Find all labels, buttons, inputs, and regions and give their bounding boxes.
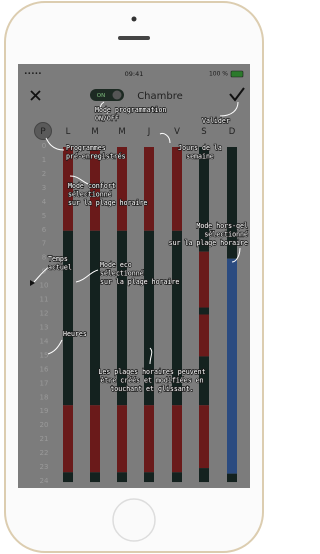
- hour-label: 0: [42, 142, 46, 150]
- annotation: touchant et glissant.: [110, 385, 193, 393]
- day-label: L: [66, 127, 71, 137]
- hour-label: 2: [42, 170, 46, 178]
- annotation: Jours de la: [178, 144, 222, 152]
- hour-label: 20: [40, 421, 49, 429]
- time-slot: [199, 252, 209, 308]
- annotation: Mode programmation: [95, 106, 166, 114]
- hour-label: 19: [40, 407, 49, 415]
- phone-mockup: ••••• 09:41 100 % ON Chambre P 012345678…: [0, 0, 268, 554]
- toggle-label: ON: [97, 93, 105, 99]
- time-slot: [90, 405, 100, 472]
- hour-label: 24: [40, 477, 49, 485]
- hour-label: 6: [42, 226, 47, 234]
- time-slot: [227, 259, 237, 474]
- hour-label: 13: [40, 323, 49, 331]
- day-label: V: [174, 127, 180, 137]
- day-label: D: [229, 127, 236, 137]
- hour-label: 17: [40, 379, 49, 387]
- annotation: Temps: [48, 255, 68, 263]
- time-slot: [90, 472, 100, 482]
- time-slot: [172, 472, 182, 482]
- hour-label: 21: [40, 435, 49, 443]
- time-slot: [199, 308, 209, 315]
- annotation: sélectionné: [204, 231, 248, 239]
- annotation: Heures: [63, 330, 87, 338]
- time-slot: [90, 231, 100, 406]
- hour-label: 4: [42, 198, 47, 206]
- annotation: pré-enregistrés: [66, 153, 126, 161]
- hour-label: 15: [40, 351, 49, 359]
- annotation: être créés et modifiées en: [100, 377, 203, 385]
- clock: 09:41: [125, 70, 144, 78]
- hour-label: 18: [40, 393, 49, 401]
- battery-level: 100 %: [209, 71, 228, 78]
- time-slot: [172, 147, 182, 231]
- annotation: Mode confort: [68, 182, 116, 190]
- hour-label: 11: [40, 296, 49, 304]
- annotation: sur la plage horaire: [68, 199, 147, 207]
- annotation: sélectionné: [68, 191, 112, 199]
- hour-label: 16: [40, 365, 49, 373]
- annotation: Mode eco: [100, 261, 132, 269]
- time-slot: [199, 405, 209, 468]
- toggle-knob: [113, 91, 122, 100]
- time-slot: [144, 147, 154, 231]
- time-slot: [144, 405, 154, 472]
- program-label: P: [40, 127, 46, 137]
- annotation: semaine: [186, 153, 214, 161]
- hour-label: 5: [42, 212, 46, 220]
- hour-label: 14: [40, 337, 49, 345]
- annotation: sélectionné: [100, 270, 144, 278]
- annotation: Valider: [202, 117, 230, 125]
- annotation: Programmes: [66, 144, 106, 152]
- hour-label: 12: [40, 310, 49, 318]
- hour-label: 1: [42, 156, 46, 164]
- hour-label: 22: [40, 449, 49, 457]
- time-slot: [172, 405, 182, 472]
- time-slot: [199, 315, 209, 357]
- hour-label: 10: [40, 282, 49, 290]
- hour-label: 7: [42, 240, 46, 248]
- day-label: J: [147, 127, 151, 137]
- hour-label: 23: [40, 463, 49, 471]
- time-slot: [63, 472, 73, 482]
- time-slot: [117, 405, 127, 472]
- time-slot: [199, 468, 209, 482]
- annotation: ON/OFF: [95, 115, 119, 123]
- annotation: actuel: [48, 264, 72, 272]
- hour-label: 3: [42, 184, 46, 192]
- home-button[interactable]: [113, 499, 155, 541]
- time-slot: [227, 474, 237, 482]
- annotation: sur la plage horaire: [100, 278, 179, 286]
- room-title: Chambre: [137, 91, 183, 102]
- carrier: •••••: [24, 71, 42, 78]
- camera: [132, 17, 137, 22]
- hour-label: 8: [42, 254, 46, 262]
- time-slot: [117, 472, 127, 482]
- time-slot: [63, 405, 73, 472]
- annotation: Mode hors-gel: [196, 222, 248, 230]
- speaker: [118, 36, 150, 40]
- day-label: M: [118, 127, 125, 137]
- day-label: M: [91, 127, 98, 137]
- annotation: sur la plage horaire: [169, 239, 248, 247]
- annotation: Les plages horaires peuvent: [98, 368, 205, 376]
- time-slot: [144, 472, 154, 482]
- day-label: S: [201, 127, 206, 137]
- battery-icon: [231, 71, 243, 77]
